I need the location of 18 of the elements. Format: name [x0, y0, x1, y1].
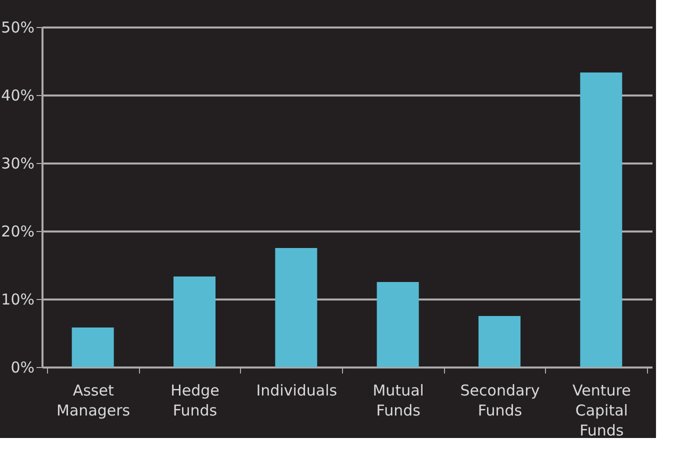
bar — [376, 282, 419, 367]
bar — [478, 316, 520, 367]
y-tick-label: 30% — [1, 154, 34, 172]
x-tick-label: Individuals — [256, 382, 338, 400]
bar — [275, 248, 318, 367]
x-tick-label: Hedge Funds — [170, 382, 220, 420]
y-tick-label: 0% — [10, 358, 34, 376]
y-tick-label: 40% — [1, 86, 34, 104]
bar — [72, 328, 114, 367]
y-tick-label: 20% — [1, 222, 34, 240]
bar — [580, 72, 622, 367]
x-tick-label: Asset Managers — [56, 382, 130, 420]
x-tick-label: Secondary Funds — [460, 382, 540, 420]
x-tick-label: Mutual Funds — [372, 382, 424, 420]
x-tick-label: Venture Capital Funds — [572, 382, 631, 440]
y-tick-label: 10% — [1, 290, 34, 308]
bar — [174, 276, 216, 367]
y-tick-label: 50% — [1, 18, 34, 36]
